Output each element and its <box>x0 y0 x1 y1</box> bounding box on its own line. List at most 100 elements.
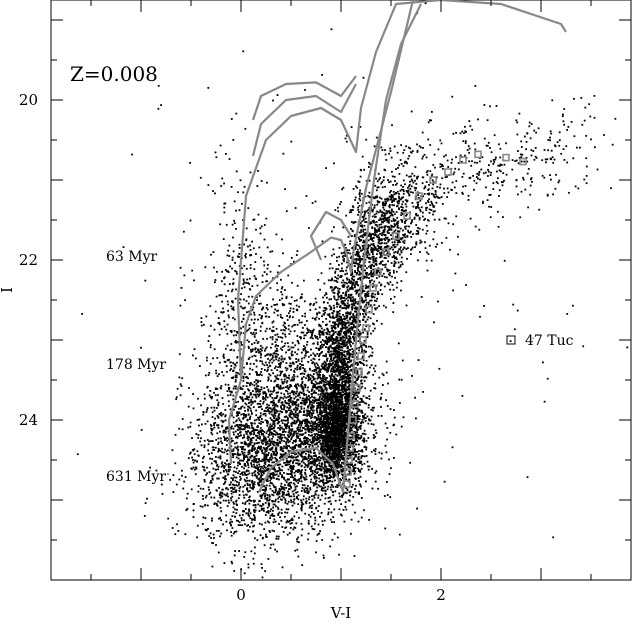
star-point <box>263 469 266 472</box>
star-point <box>239 427 242 429</box>
star-point <box>330 503 332 505</box>
star-point <box>296 399 299 402</box>
star-point <box>372 436 375 439</box>
star-point <box>241 514 244 516</box>
star-point <box>273 441 276 444</box>
star-point <box>281 433 283 436</box>
star-point <box>345 411 348 414</box>
star-point <box>343 410 346 413</box>
star-point <box>352 441 355 443</box>
star-point <box>305 418 308 421</box>
star-point <box>245 414 248 417</box>
star-point <box>345 408 348 410</box>
star-point <box>334 422 337 425</box>
star-point <box>337 421 340 423</box>
star-point <box>260 480 262 483</box>
star-point <box>369 419 372 422</box>
star-point <box>301 386 304 388</box>
star-point <box>307 404 310 407</box>
star-point <box>386 427 389 429</box>
star-point <box>217 468 219 471</box>
star-point <box>295 462 298 465</box>
star-point <box>329 431 332 434</box>
star-point <box>270 433 273 436</box>
star-point <box>288 409 290 412</box>
star-point <box>340 432 343 435</box>
star-point <box>343 386 346 389</box>
star-point <box>322 441 324 444</box>
star-point <box>268 412 271 415</box>
star-point <box>267 378 270 380</box>
star-point <box>295 385 298 387</box>
star-point <box>292 401 295 403</box>
star-point <box>308 434 310 436</box>
star-point <box>300 490 303 492</box>
star-point <box>329 399 332 402</box>
star-point <box>210 425 213 427</box>
star-point <box>214 394 217 397</box>
star-point <box>331 458 334 460</box>
star-point <box>390 467 392 470</box>
star-point <box>210 427 212 430</box>
star-point <box>331 490 334 493</box>
star-point <box>279 410 282 413</box>
star-point <box>211 396 213 398</box>
star-point <box>281 382 284 385</box>
star-point <box>281 349 284 351</box>
star-point <box>255 442 258 445</box>
star-point <box>276 422 279 425</box>
star-point <box>260 420 263 423</box>
star-point <box>275 537 278 540</box>
star-point <box>262 400 265 403</box>
star-point <box>261 452 264 454</box>
star-point <box>348 393 351 396</box>
star-point <box>268 404 270 407</box>
star-point <box>341 465 344 468</box>
star-point <box>372 434 375 436</box>
star-point <box>203 446 206 448</box>
star-point <box>192 466 195 469</box>
star-point <box>339 478 341 480</box>
star-point <box>301 502 304 505</box>
star-point <box>344 475 347 478</box>
star-point <box>236 372 239 374</box>
star-point <box>322 458 325 461</box>
star-point <box>307 361 310 363</box>
star-point <box>313 464 316 466</box>
star-point <box>257 416 259 419</box>
star-point <box>289 485 292 488</box>
star-point <box>330 359 333 362</box>
star-point <box>324 489 326 492</box>
star-point <box>206 386 209 389</box>
star-point <box>237 464 239 467</box>
star-point <box>259 345 262 347</box>
star-point <box>319 473 322 476</box>
star-point <box>323 557 325 559</box>
star-point <box>248 451 251 454</box>
star-point <box>282 419 285 422</box>
star-point <box>219 386 222 389</box>
star-point <box>246 425 249 427</box>
star-point <box>361 455 364 457</box>
star-point <box>254 517 256 519</box>
star-point <box>245 403 248 406</box>
star-point <box>211 428 214 431</box>
star-point <box>307 377 310 380</box>
star-point <box>310 431 313 434</box>
star-point <box>286 342 289 344</box>
star-point <box>386 494 389 496</box>
star-point <box>333 423 335 426</box>
star-point <box>296 538 298 541</box>
star-point <box>289 460 292 463</box>
star-point <box>348 445 350 447</box>
star-point <box>290 352 293 355</box>
star-point <box>277 383 279 386</box>
star-point <box>327 470 329 473</box>
star-point <box>277 444 279 447</box>
star-point <box>352 496 355 498</box>
star-point <box>277 475 280 478</box>
star-point <box>228 466 230 469</box>
star-point <box>252 557 255 560</box>
star-point <box>346 426 348 429</box>
star-point <box>334 424 337 427</box>
